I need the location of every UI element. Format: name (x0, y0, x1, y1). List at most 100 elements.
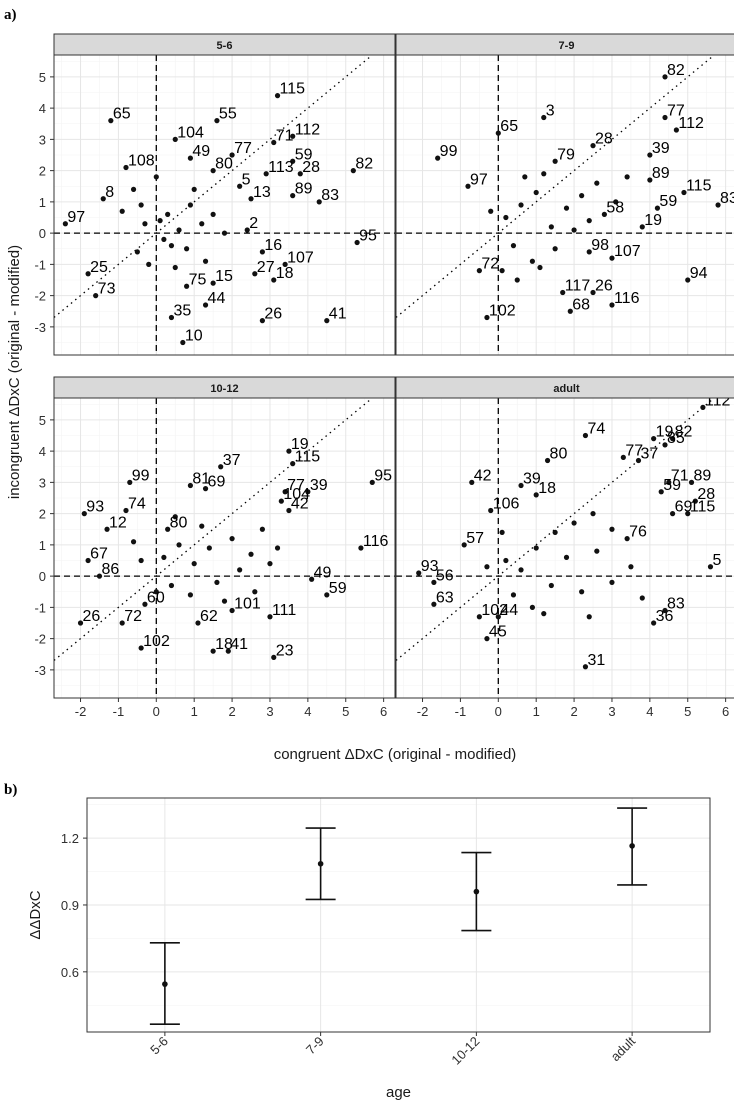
data-point-31 (582, 664, 589, 670)
point-label-60: 60 (147, 589, 165, 606)
data-point-115 (685, 511, 691, 517)
point-label-5: 5 (712, 552, 721, 569)
data-point (130, 186, 137, 192)
point-label-97: 97 (470, 171, 488, 188)
data-point-102 (484, 314, 490, 321)
data-point (199, 221, 205, 227)
facet-plot-area (396, 55, 734, 355)
point-label-65: 65 (500, 118, 518, 135)
data-point-39 (305, 489, 311, 495)
point-label-73: 73 (98, 281, 116, 298)
point-label-86: 86 (101, 561, 119, 578)
reference-lines (54, 398, 395, 698)
facet-plot-area (396, 398, 734, 698)
data-point-112 (290, 133, 296, 139)
point-label-115: 115 (295, 449, 321, 466)
facet-plot-area (54, 55, 395, 355)
data-point-112 (673, 127, 679, 133)
point-label-75: 75 (189, 271, 207, 288)
point-label-59: 59 (329, 580, 347, 597)
point-label-111: 111 (272, 602, 296, 619)
point-label-28: 28 (697, 486, 715, 503)
data-point-102 (138, 645, 144, 651)
point-label-26: 26 (264, 306, 282, 323)
data-point-71 (271, 139, 277, 146)
point-label-59: 59 (295, 146, 313, 163)
point-label-89: 89 (694, 467, 712, 484)
data-point (541, 611, 547, 617)
data-point-26 (590, 289, 596, 296)
data-point (624, 174, 630, 180)
data-point-63 (431, 601, 437, 607)
point-label-28: 28 (595, 131, 613, 148)
data-point-112 (700, 404, 706, 410)
point-label-5: 5 (242, 171, 251, 188)
data-point (594, 548, 600, 554)
point-label-116: 116 (614, 290, 640, 307)
point-label-72: 72 (481, 256, 499, 273)
point-label-69: 69 (675, 499, 693, 516)
x-tick-label: 3 (608, 704, 615, 719)
data-point-68 (567, 308, 573, 314)
data-point-26 (77, 620, 84, 626)
data-point-81 (187, 482, 193, 489)
y-tick-label: -2 (34, 289, 46, 304)
data-point-77 (620, 454, 626, 460)
point-label-115: 115 (690, 499, 716, 516)
data-point-23 (271, 654, 277, 660)
y-tick-label: 2 (39, 507, 46, 522)
x-tick-label: 4 (304, 704, 311, 719)
data-point (571, 520, 577, 526)
point-label-16: 16 (264, 237, 282, 254)
point-label-98: 98 (591, 237, 609, 254)
point-label-59: 59 (663, 477, 681, 494)
facet-border (395, 397, 734, 699)
data-point (202, 258, 209, 264)
point-label-19: 19 (656, 424, 674, 441)
data-point (165, 211, 171, 217)
panel-b-letter: b) (4, 782, 17, 798)
data-point-2 (244, 227, 250, 233)
data-point (514, 277, 520, 283)
data-point-69 (202, 486, 209, 492)
data-point (510, 243, 517, 249)
data-point (267, 561, 273, 567)
data-point-45 (484, 636, 490, 642)
data-point-42 (469, 479, 475, 485)
point-label-18: 18 (538, 480, 556, 497)
data-point-117 (560, 289, 566, 296)
y-tick-label: 5 (39, 413, 46, 428)
point-label-56: 56 (436, 567, 454, 584)
data-point (191, 561, 197, 567)
point-label-74: 74 (128, 496, 146, 513)
data-point-16 (259, 249, 265, 255)
data-point-41 (225, 648, 231, 654)
point-label-44: 44 (500, 602, 518, 619)
data-point-59 (290, 158, 296, 164)
point-label-102: 102 (489, 303, 516, 320)
point-label-42: 42 (291, 496, 309, 513)
data-point-71 (666, 479, 672, 485)
data-point (552, 529, 558, 535)
point-label-112: 112 (705, 392, 731, 409)
data-point-18 (533, 492, 539, 498)
y-tick-label: -1 (34, 257, 46, 272)
point-label-49: 49 (192, 143, 210, 160)
y-tick-label: 2 (39, 164, 46, 179)
point-label-106: 106 (493, 496, 520, 513)
point-label-115: 115 (686, 178, 712, 195)
data-point (563, 205, 570, 211)
data-point (586, 614, 592, 620)
data-point (157, 218, 163, 224)
point-label-89: 89 (295, 181, 313, 198)
data-point-86 (96, 573, 103, 579)
data-point (518, 202, 524, 208)
data-point-19 (286, 448, 292, 454)
data-point-65 (108, 118, 114, 124)
y-tick-label: 1.2 (61, 831, 79, 846)
point-label-55: 55 (219, 106, 237, 123)
data-point (199, 523, 205, 529)
